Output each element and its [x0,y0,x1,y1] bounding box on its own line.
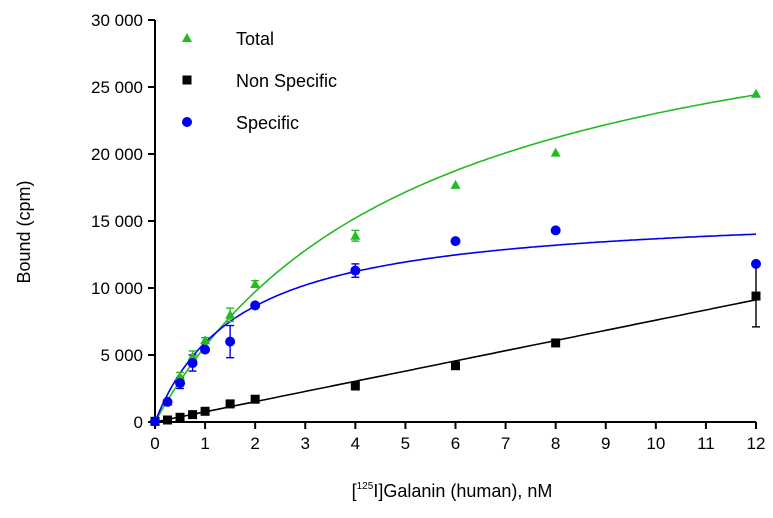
point-specific [187,358,198,369]
point-non-specific [551,338,561,348]
legend-label-non-specific: Non Specific [236,71,337,91]
point-total [225,309,236,319]
x-tick-label: 9 [601,434,610,453]
x-axis-title-suffix: I]Galanin (human), nM [373,481,552,501]
point-non-specific [163,415,173,425]
point-total [200,335,211,345]
x-tick-label: 10 [646,434,665,453]
y-tick-label: 15 000 [91,212,143,231]
point-non-specific [175,412,185,422]
legend-label-total: Total [236,29,274,49]
x-tick-label: 7 [501,434,510,453]
x-tick-label: 8 [551,434,560,453]
legend-marker-specific [182,117,192,127]
point-non-specific [751,291,761,301]
x-tick-label: 3 [301,434,310,453]
y-axis-title: Bound (cpm) [14,180,34,283]
legend-label-specific: Specific [236,113,299,133]
point-specific [250,300,261,311]
point-non-specific [451,361,460,371]
point-non-specific [188,410,198,420]
fit-curve-specific [154,233,757,423]
legend: Total Non Specific Specific [182,29,337,133]
x-tick-label: 11 [697,434,715,453]
point-specific [350,265,361,276]
fit-curve-non-specific [154,299,757,423]
y-tick-label: 20 000 [91,145,143,164]
point-specific [450,236,461,247]
y-tick-label: 25 000 [91,78,143,97]
fit-curve-total [154,94,757,423]
x-tick-label: 12 [747,434,766,453]
point-non-specific [200,406,210,416]
point-specific [162,396,173,407]
point-non-specific [225,399,235,409]
point-total [751,88,761,98]
point-specific [225,336,236,347]
error-bars [176,229,760,391]
x-tick-label: 2 [250,434,259,453]
point-total [175,371,186,381]
x-tick-label: 1 [200,434,209,453]
point-total [350,230,361,240]
x-tick-label: 0 [150,434,159,453]
point-total [550,147,561,157]
point-total [450,179,461,189]
fit-curves [154,94,757,423]
legend-marker-non-specific [182,75,192,85]
x-axis-title-superscript: 125 [357,481,374,492]
point-specific [550,225,561,236]
x-tick-label: 5 [401,434,410,453]
point-specific [751,258,761,269]
point-non-specific [250,394,260,404]
point-total [250,278,261,288]
y-tick-label: 5 000 [100,346,143,365]
x-axis-title: [125I]Galanin (human), nM [352,481,553,501]
point-specific [150,416,160,427]
point-total [187,351,198,361]
x-axis-title-prefix: [ [352,481,357,501]
point-non-specific [350,381,360,391]
point-specific [200,344,211,355]
x-tick-label: 6 [451,434,460,453]
y-tick-label: 0 [134,413,143,432]
x-tick-label: 4 [351,434,360,453]
y-tick-label: 30 000 [91,11,143,30]
point-specific [175,378,186,389]
y-tick-label: 10 000 [91,279,143,298]
legend-marker-total [182,33,192,42]
data-points [150,88,761,427]
